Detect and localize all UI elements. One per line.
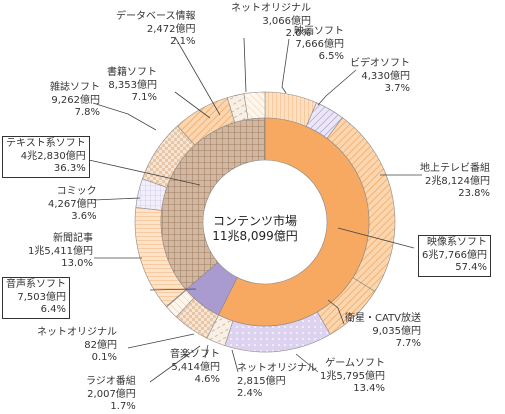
label-name: 音声系ソフト: [6, 279, 66, 290]
label-amount: 6兆7,766億円: [422, 249, 487, 261]
leader-line: [149, 345, 201, 383]
leader-line: [149, 288, 197, 291]
leader-line: [88, 159, 201, 186]
label-share: 7.7%: [395, 338, 421, 349]
slice-text-software: [160, 117, 266, 291]
label-name: ラジオ番組: [86, 376, 136, 387]
label-video-software: 映像系ソフト 6兆7,766億円 57.4%: [418, 235, 491, 277]
label-game-software: ゲームソフト 1兆5,795億円 13.4%: [320, 358, 385, 396]
label-amount: 5,414億円: [171, 361, 220, 373]
label-amount: 7,503億円: [17, 291, 66, 303]
label-name: 書籍ソフト: [107, 67, 157, 78]
label-share: 36.3%: [53, 163, 86, 174]
label-share: 6.4%: [40, 304, 66, 315]
leader-line: [327, 299, 345, 325]
leader-line: [295, 353, 319, 373]
label-share: 23.8%: [458, 188, 490, 199]
label-share: 0.1%: [91, 352, 117, 363]
label-name: データベース情報: [116, 11, 196, 22]
chart-title: コンテンツ市場: [212, 214, 297, 228]
label-share: 2.6%: [285, 28, 311, 39]
label-share: 13.0%: [61, 258, 93, 269]
leader-line: [174, 36, 221, 116]
label-amount: 2,472億円: [146, 23, 196, 35]
outer-ring: [134, 91, 396, 353]
label-name: テキスト系ソフト: [6, 138, 86, 149]
label-magazine: 雑誌ソフト 9,262億円 7.8%: [50, 82, 100, 120]
label-name: ネットオリジナル: [231, 3, 311, 14]
label-amount: 4,330億円: [361, 70, 410, 82]
label-books: 書籍ソフト 8,353億円 7.1%: [107, 67, 157, 105]
label-name: 映画ソフト: [294, 26, 344, 37]
leader-line: [92, 102, 157, 131]
label-share: 2.4%: [237, 388, 263, 399]
label-amount: 2,815億円: [237, 375, 286, 387]
leader-line: [174, 91, 211, 119]
label-name: 映像系ソフト: [427, 237, 487, 248]
label-comic: コミック 4,267億円 3.6%: [48, 186, 97, 224]
label-share: 57.4%: [455, 262, 487, 273]
label-amount: 1兆5,411億円: [28, 245, 93, 257]
label-share: 7.1%: [131, 92, 157, 103]
label-database: データベース情報 2,472億円 2.1%: [116, 11, 196, 49]
label-amount: 9,035億円: [372, 325, 421, 337]
label-amount: 3,066億円: [262, 15, 311, 27]
label-satellite-catv: 衛星・CATV放送 9,035億円 7.7%: [345, 313, 421, 351]
label-share: 6.5%: [318, 51, 344, 62]
label-name: コミック: [56, 186, 97, 197]
label-amount: 82億円: [84, 339, 117, 351]
label-net-original-text: ネットオリジナル 3,066億円 2.6%: [231, 3, 311, 41]
leader-line: [317, 69, 357, 106]
label-newspaper: 新聞記事 1兆5,411億円 13.0%: [28, 233, 93, 271]
label-name: 地上テレビ番組: [420, 163, 490, 174]
leader-line: [231, 349, 239, 373]
slice-video-software: [218, 117, 370, 327]
label-name: 新聞記事: [53, 233, 93, 244]
leader-line: [93, 197, 141, 201]
label-amount: 2,007億円: [87, 388, 136, 400]
label-audio-software: 音声系ソフト 7,503億円 6.4%: [2, 277, 70, 319]
leader-line: [243, 37, 247, 93]
label-name: 雑誌ソフト: [50, 82, 100, 93]
label-amount: 7,666億円: [295, 38, 344, 50]
label-name: 衛星・CATV放送: [345, 313, 421, 324]
label-video-soft: ビデオソフト 4,330億円 3.7%: [350, 58, 410, 96]
label-name: ネットオリジナル: [237, 363, 317, 374]
label-share: 13.4%: [353, 383, 385, 394]
label-share: 4.6%: [194, 374, 220, 385]
label-music-software: 音楽ソフト 5,414億円 4.6%: [170, 349, 220, 387]
label-share: 7.8%: [74, 107, 100, 118]
label-terrestrial-tv: 地上テレビ番組 2兆8,124億円 23.8%: [420, 163, 490, 201]
label-name: ゲームソフト: [325, 358, 385, 369]
label-amount: 2兆8,124億円: [425, 175, 490, 187]
label-net-original-video: ネットオリジナル 2,815億円 2.4%: [237, 363, 317, 401]
label-amount: 8,353億円: [108, 79, 157, 91]
label-amount: 4兆2,830億円: [20, 150, 86, 162]
label-share: 2.1%: [170, 36, 196, 47]
leader-line: [204, 344, 209, 359]
chart-center-label: コンテンツ市場 11兆8,099億円: [200, 214, 310, 244]
chart-total: 11兆8,099億円: [212, 229, 298, 243]
leader-line: [337, 227, 415, 249]
leader-line: [281, 38, 290, 94]
label-amount: 4,267億円: [48, 198, 97, 210]
label-name: 音楽ソフト: [170, 349, 220, 360]
label-text-software: テキスト系ソフト 4兆2,830億円 36.3%: [2, 136, 90, 178]
label-share: 1.7%: [110, 401, 136, 412]
leader-line: [127, 333, 195, 349]
label-amount: 1兆5,795億円: [320, 370, 385, 382]
label-amount: 9,262億円: [51, 94, 100, 106]
label-movie-software: 映画ソフト 7,666億円 6.5%: [294, 26, 344, 64]
label-radio-programs: ラジオ番組 2,007億円 1.7%: [86, 376, 136, 414]
label-share: 3.7%: [384, 83, 410, 94]
inner-ring: [160, 117, 370, 327]
label-share: 3.6%: [71, 211, 97, 222]
label-net-original-audio: ネットオリジナル 82億円 0.1%: [37, 327, 117, 365]
leader-lines: [88, 36, 422, 383]
label-name: ビデオソフト: [350, 58, 410, 69]
label-name: ネットオリジナル: [37, 327, 117, 338]
